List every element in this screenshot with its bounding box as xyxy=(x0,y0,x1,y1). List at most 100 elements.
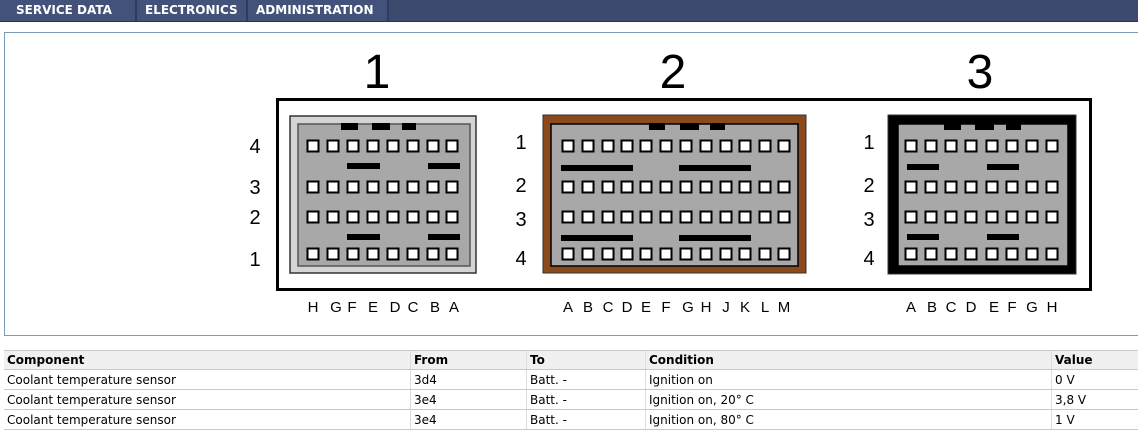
cell-value: 1 V xyxy=(1051,409,1138,430)
pin-terminal xyxy=(326,210,340,224)
column-label: B xyxy=(583,299,593,316)
pin-terminal xyxy=(601,210,615,224)
pin-terminal xyxy=(679,139,693,153)
cell-condition: Ignition on, 80° C xyxy=(645,409,1052,430)
column-label: B xyxy=(927,299,937,316)
pin-terminal xyxy=(386,139,400,153)
pin-terminal xyxy=(445,180,459,194)
pin-terminal xyxy=(445,139,459,153)
column-label: J xyxy=(722,299,730,316)
connector-key-notch xyxy=(649,123,665,130)
pin-terminal xyxy=(326,139,340,153)
connector-key-notch xyxy=(402,123,416,130)
pin-terminal xyxy=(904,210,918,224)
pin-terminal xyxy=(904,180,918,194)
connector-key-notch xyxy=(680,123,699,130)
column-label: A xyxy=(906,299,916,316)
pin-terminal xyxy=(904,247,918,261)
coding-bar xyxy=(907,164,939,170)
tab-service-data[interactable]: SERVICE DATA xyxy=(0,0,137,21)
pin-terminal xyxy=(738,210,752,224)
connector-key-notch xyxy=(341,123,358,130)
pin-terminal xyxy=(758,180,772,194)
pin-terminal xyxy=(306,180,320,194)
tab-administration[interactable]: ADMINISTRATION xyxy=(248,0,389,21)
column-label: E xyxy=(368,299,378,316)
row-label: 2 xyxy=(863,175,874,197)
coding-bar xyxy=(428,234,460,240)
pin-terminal xyxy=(561,247,575,261)
connector-2: 2 1 2 3 4 A B C D E F G H J K L M xyxy=(515,46,807,316)
pin-terminal xyxy=(620,180,634,194)
column-label: C xyxy=(603,299,614,316)
pin-terminal xyxy=(620,247,634,261)
pin-terminal xyxy=(639,139,653,153)
pin-terminal xyxy=(639,210,653,224)
pin-terminal xyxy=(1025,210,1039,224)
pin-terminal xyxy=(758,139,772,153)
pin-terminal xyxy=(426,139,440,153)
pin-terminal xyxy=(719,180,733,194)
column-label: D xyxy=(966,299,977,316)
pin-terminal xyxy=(639,180,653,194)
pin-terminal xyxy=(738,139,752,153)
pin-terminal xyxy=(346,210,360,224)
column-label: B xyxy=(430,299,440,316)
pin-terminal xyxy=(659,247,673,261)
pin-terminal xyxy=(1005,139,1019,153)
pin-terminal xyxy=(561,180,575,194)
cell-value: 3,8 V xyxy=(1051,389,1138,410)
coding-bar xyxy=(561,235,633,241)
pin-terminal xyxy=(964,180,978,194)
connector-face xyxy=(297,123,471,267)
connector-key-notch xyxy=(944,123,961,130)
pin-terminal xyxy=(1025,180,1039,194)
pin-terminal xyxy=(620,210,634,224)
connector-key-notch xyxy=(975,123,994,130)
pin-terminal xyxy=(601,139,615,153)
row-label: 4 xyxy=(863,248,874,270)
cell-to: Batt. - xyxy=(526,389,646,410)
column-label: G xyxy=(1026,299,1038,316)
pin-terminal xyxy=(944,247,958,261)
pin-terminal xyxy=(1045,210,1059,224)
pin-terminal xyxy=(581,180,595,194)
column-label: F xyxy=(661,299,670,316)
pin-terminal xyxy=(581,210,595,224)
pin-terminal xyxy=(699,210,713,224)
table-row: Coolant temperature sensor 3e4 Batt. - I… xyxy=(4,409,1138,430)
cell-from: 3e4 xyxy=(410,389,527,410)
pin-terminal xyxy=(964,210,978,224)
pin-terminal xyxy=(719,247,733,261)
pin-terminal xyxy=(306,210,320,224)
pin-terminal xyxy=(366,247,380,261)
column-label: A xyxy=(449,299,459,316)
coding-bar xyxy=(679,165,751,171)
coding-bar xyxy=(987,234,1019,240)
coding-bar xyxy=(347,163,380,169)
pin-terminal xyxy=(426,180,440,194)
pin-terminal xyxy=(659,180,673,194)
pin-terminal xyxy=(777,247,791,261)
column-label: H xyxy=(308,299,319,316)
pin-terminal xyxy=(426,247,440,261)
column-label: A xyxy=(563,299,573,316)
pin-terminal xyxy=(738,180,752,194)
cell-to: Batt. - xyxy=(526,409,646,430)
pin-terminal xyxy=(777,139,791,153)
pin-terminal xyxy=(1005,247,1019,261)
column-label: C xyxy=(408,299,419,316)
pin-terminal xyxy=(326,247,340,261)
pin-terminal xyxy=(445,247,459,261)
pin-terminal xyxy=(386,180,400,194)
pin-terminal xyxy=(964,247,978,261)
tab-electronics[interactable]: ELECTRONICS xyxy=(137,0,248,21)
column-label: F xyxy=(347,299,356,316)
connector-key-notch xyxy=(372,123,390,130)
top-navigation: SERVICE DATA ELECTRONICS ADMINISTRATION xyxy=(0,0,1138,22)
column-label: C xyxy=(946,299,957,316)
pin-terminal xyxy=(924,180,938,194)
coding-bar xyxy=(347,234,380,240)
column-label: F xyxy=(1007,299,1016,316)
